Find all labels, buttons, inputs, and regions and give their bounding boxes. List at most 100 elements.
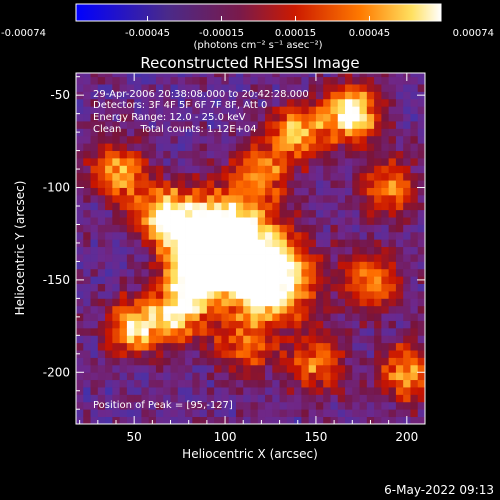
heatmap-cell — [206, 372, 215, 381]
heatmap-cell — [105, 84, 113, 92]
heatmap-cell — [163, 121, 171, 129]
heatmap-cell — [192, 357, 200, 366]
heatmap-cell — [170, 194, 179, 203]
heatmap-cell — [243, 180, 251, 188]
heatmap-cell — [374, 357, 382, 366]
heatmap-cell — [410, 180, 419, 188]
heatmap-cell — [323, 165, 331, 174]
heatmap-cell — [337, 268, 346, 277]
heatmap-cell — [250, 180, 259, 188]
heatmap-cell — [257, 91, 266, 100]
heatmap-cell — [315, 246, 324, 255]
heatmap-cell — [105, 261, 113, 270]
heatmap-cell — [112, 268, 121, 277]
heatmap-cell — [148, 165, 157, 174]
heatmap-cell — [170, 313, 179, 321]
heatmap-cell — [388, 84, 397, 92]
heatmap-cell — [410, 231, 419, 240]
heatmap-cell — [105, 113, 113, 122]
heatmap-cell — [323, 194, 331, 203]
heatmap-cell — [235, 128, 244, 137]
heatmap-cell — [279, 246, 288, 255]
heatmap-cell — [359, 172, 368, 181]
heatmap-cell — [155, 268, 164, 277]
heatmap-cell — [199, 113, 208, 122]
heatmap-cell — [395, 231, 404, 240]
heatmap-cell — [272, 98, 280, 107]
heatmap-cell — [286, 143, 295, 151]
heatmap-cell — [243, 276, 251, 284]
heatmap-cell — [235, 187, 244, 196]
heatmap-cell — [250, 305, 259, 314]
heatmap-cell — [323, 416, 331, 424]
heatmap-cell — [163, 73, 171, 78]
heatmap-cell — [250, 76, 259, 85]
heatmap-cell — [410, 409, 419, 418]
heatmap-cell — [315, 194, 324, 203]
heatmap-cell — [141, 91, 150, 100]
heatmap-cell — [315, 209, 324, 218]
heatmap-cell — [148, 202, 157, 211]
heatmap-cell — [214, 246, 222, 255]
heatmap-cell — [76, 172, 84, 181]
heatmap-cell — [250, 231, 259, 240]
heatmap-cell — [417, 121, 425, 129]
heatmap-cell — [403, 276, 411, 284]
heatmap-cell — [301, 268, 310, 277]
heatmap-cell — [410, 135, 419, 144]
heatmap-cell — [141, 135, 150, 144]
heatmap-cell — [279, 261, 288, 270]
heatmap-cell — [410, 364, 419, 373]
heatmap-cell — [286, 313, 295, 321]
heatmap-cell — [141, 387, 150, 395]
heatmap-cell — [250, 165, 259, 174]
heatmap-cell — [199, 187, 208, 196]
heatmap-cell — [410, 239, 419, 248]
heatmap-cell — [90, 357, 99, 366]
heatmap-cell — [381, 379, 390, 388]
heatmap-cell — [148, 342, 157, 351]
heatmap-cell — [315, 379, 324, 388]
heatmap-cell — [417, 387, 425, 395]
heatmap-cell — [235, 73, 244, 78]
heatmap-cell — [141, 394, 150, 403]
heatmap-cell — [83, 209, 91, 218]
heatmap-cell — [265, 135, 273, 144]
heatmap-cell — [97, 143, 106, 151]
heatmap-cell — [366, 364, 375, 373]
heatmap-cell — [374, 305, 382, 314]
heatmap-cell — [90, 298, 99, 307]
heatmap-cell — [228, 106, 237, 115]
heatmap-cell — [279, 165, 288, 174]
heatmap-cell — [374, 91, 382, 100]
heatmap-cell — [243, 313, 251, 321]
heatmap-cell — [192, 261, 200, 270]
heatmap-cell — [243, 416, 251, 424]
heatmap-cell — [235, 150, 244, 159]
heatmap-cell — [170, 379, 179, 388]
heatmap-cell — [366, 394, 375, 403]
heatmap-cell — [141, 143, 150, 151]
heatmap-cell — [76, 379, 84, 388]
heatmap-cell — [417, 394, 425, 403]
heatmap-cell — [163, 180, 171, 188]
heatmap-cell — [257, 335, 266, 344]
heatmap-cell — [352, 84, 360, 92]
heatmap-cell — [330, 290, 339, 299]
heatmap-cell — [134, 239, 142, 248]
heatmap-cell — [105, 416, 113, 424]
heatmap-cell — [308, 224, 317, 233]
heatmap-cell — [301, 202, 310, 211]
heatmap-cell — [388, 305, 397, 314]
heatmap-cell — [148, 276, 157, 284]
heatmap-cell — [337, 98, 346, 107]
heatmap-cell — [97, 84, 106, 92]
heatmap-cell — [352, 165, 360, 174]
heatmap-cell — [163, 217, 171, 225]
heatmap-cell — [119, 157, 128, 166]
heatmap-cell — [330, 313, 339, 321]
heatmap-cell — [76, 342, 84, 351]
heatmap-cell — [265, 180, 273, 188]
heatmap-cell — [148, 209, 157, 218]
heatmap-cell — [177, 84, 186, 92]
